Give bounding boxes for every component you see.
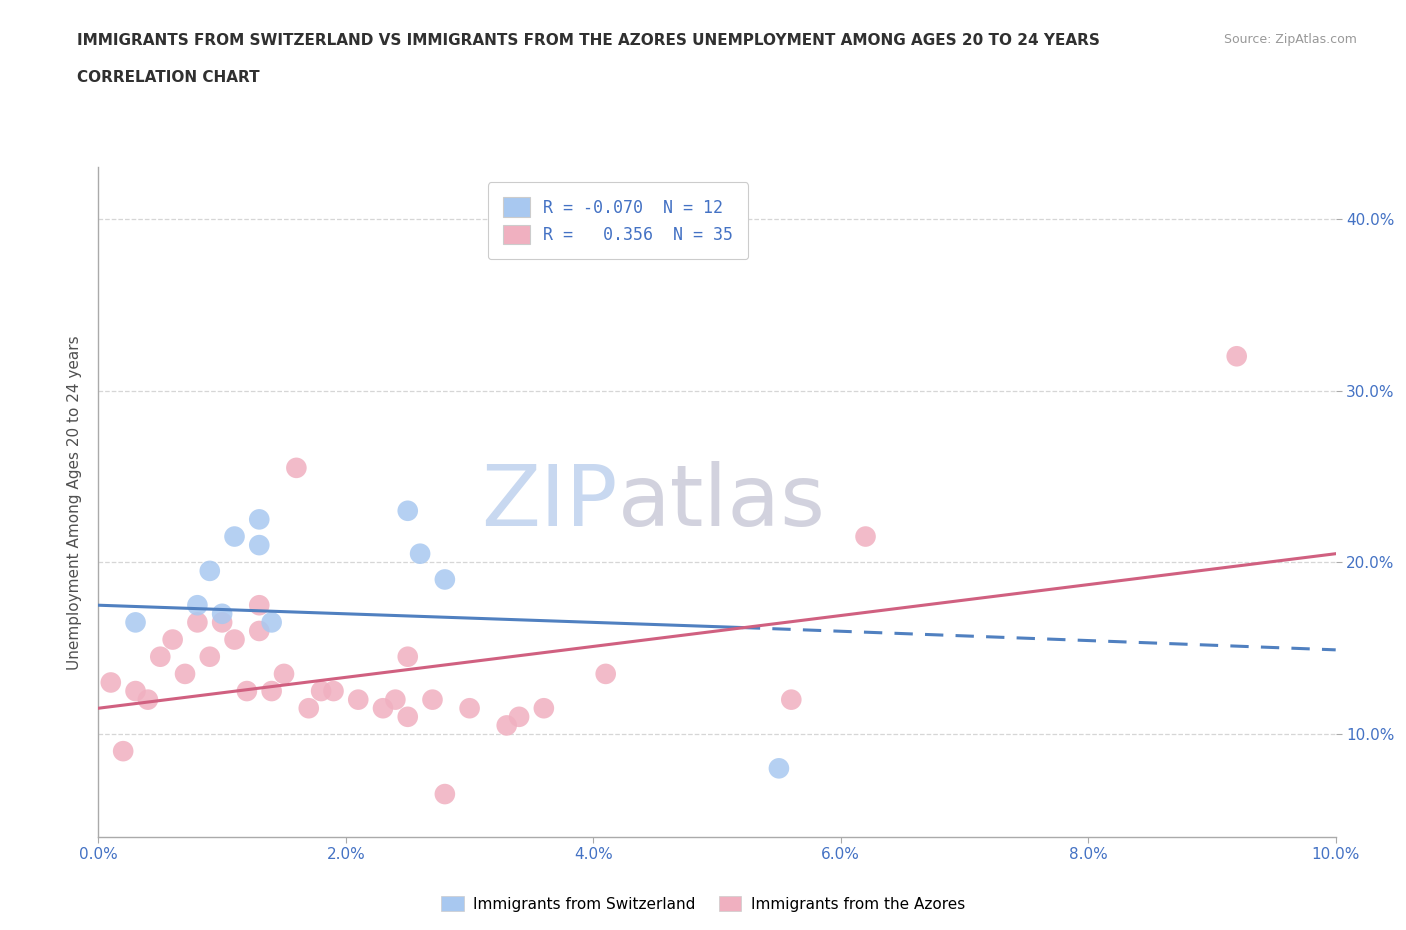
Y-axis label: Unemployment Among Ages 20 to 24 years: Unemployment Among Ages 20 to 24 years	[67, 335, 83, 670]
Point	[198, 564, 221, 578]
Point	[384, 692, 406, 707]
Point	[396, 710, 419, 724]
Point	[136, 692, 159, 707]
Point	[124, 615, 146, 630]
Point	[780, 692, 803, 707]
Point	[224, 632, 246, 647]
Point	[260, 615, 283, 630]
Point	[458, 701, 481, 716]
Point	[371, 701, 394, 716]
Point	[260, 684, 283, 698]
Point	[508, 710, 530, 724]
Point	[112, 744, 135, 759]
Point	[409, 546, 432, 561]
Point	[1226, 349, 1249, 364]
Text: ZIP: ZIP	[482, 460, 619, 544]
Point	[211, 615, 233, 630]
Point	[309, 684, 332, 698]
Text: IMMIGRANTS FROM SWITZERLAND VS IMMIGRANTS FROM THE AZORES UNEMPLOYMENT AMONG AGE: IMMIGRANTS FROM SWITZERLAND VS IMMIGRANT…	[77, 33, 1101, 47]
Point	[211, 606, 233, 621]
Point	[855, 529, 877, 544]
Point	[149, 649, 172, 664]
Point	[433, 787, 456, 802]
Point	[595, 667, 617, 682]
Point	[322, 684, 344, 698]
Point	[347, 692, 370, 707]
Legend: Immigrants from Switzerland, Immigrants from the Azores: Immigrants from Switzerland, Immigrants …	[434, 889, 972, 918]
Point	[273, 667, 295, 682]
Point	[247, 598, 270, 613]
Point	[162, 632, 184, 647]
Point	[224, 529, 246, 544]
Legend: R = -0.070  N = 12, R =   0.356  N = 35: R = -0.070 N = 12, R = 0.356 N = 35	[488, 182, 748, 259]
Point	[495, 718, 517, 733]
Point	[247, 538, 270, 552]
Point	[247, 623, 270, 638]
Point	[533, 701, 555, 716]
Point	[186, 598, 208, 613]
Point	[285, 460, 308, 475]
Text: Source: ZipAtlas.com: Source: ZipAtlas.com	[1223, 33, 1357, 46]
Text: atlas: atlas	[619, 460, 827, 544]
Point	[396, 503, 419, 518]
Point	[236, 684, 259, 698]
Point	[396, 649, 419, 664]
Point	[298, 701, 321, 716]
Point	[124, 684, 146, 698]
Text: CORRELATION CHART: CORRELATION CHART	[77, 70, 260, 85]
Point	[186, 615, 208, 630]
Point	[433, 572, 456, 587]
Point	[198, 649, 221, 664]
Point	[247, 512, 270, 526]
Point	[422, 692, 444, 707]
Point	[100, 675, 122, 690]
Point	[768, 761, 790, 776]
Point	[174, 667, 197, 682]
